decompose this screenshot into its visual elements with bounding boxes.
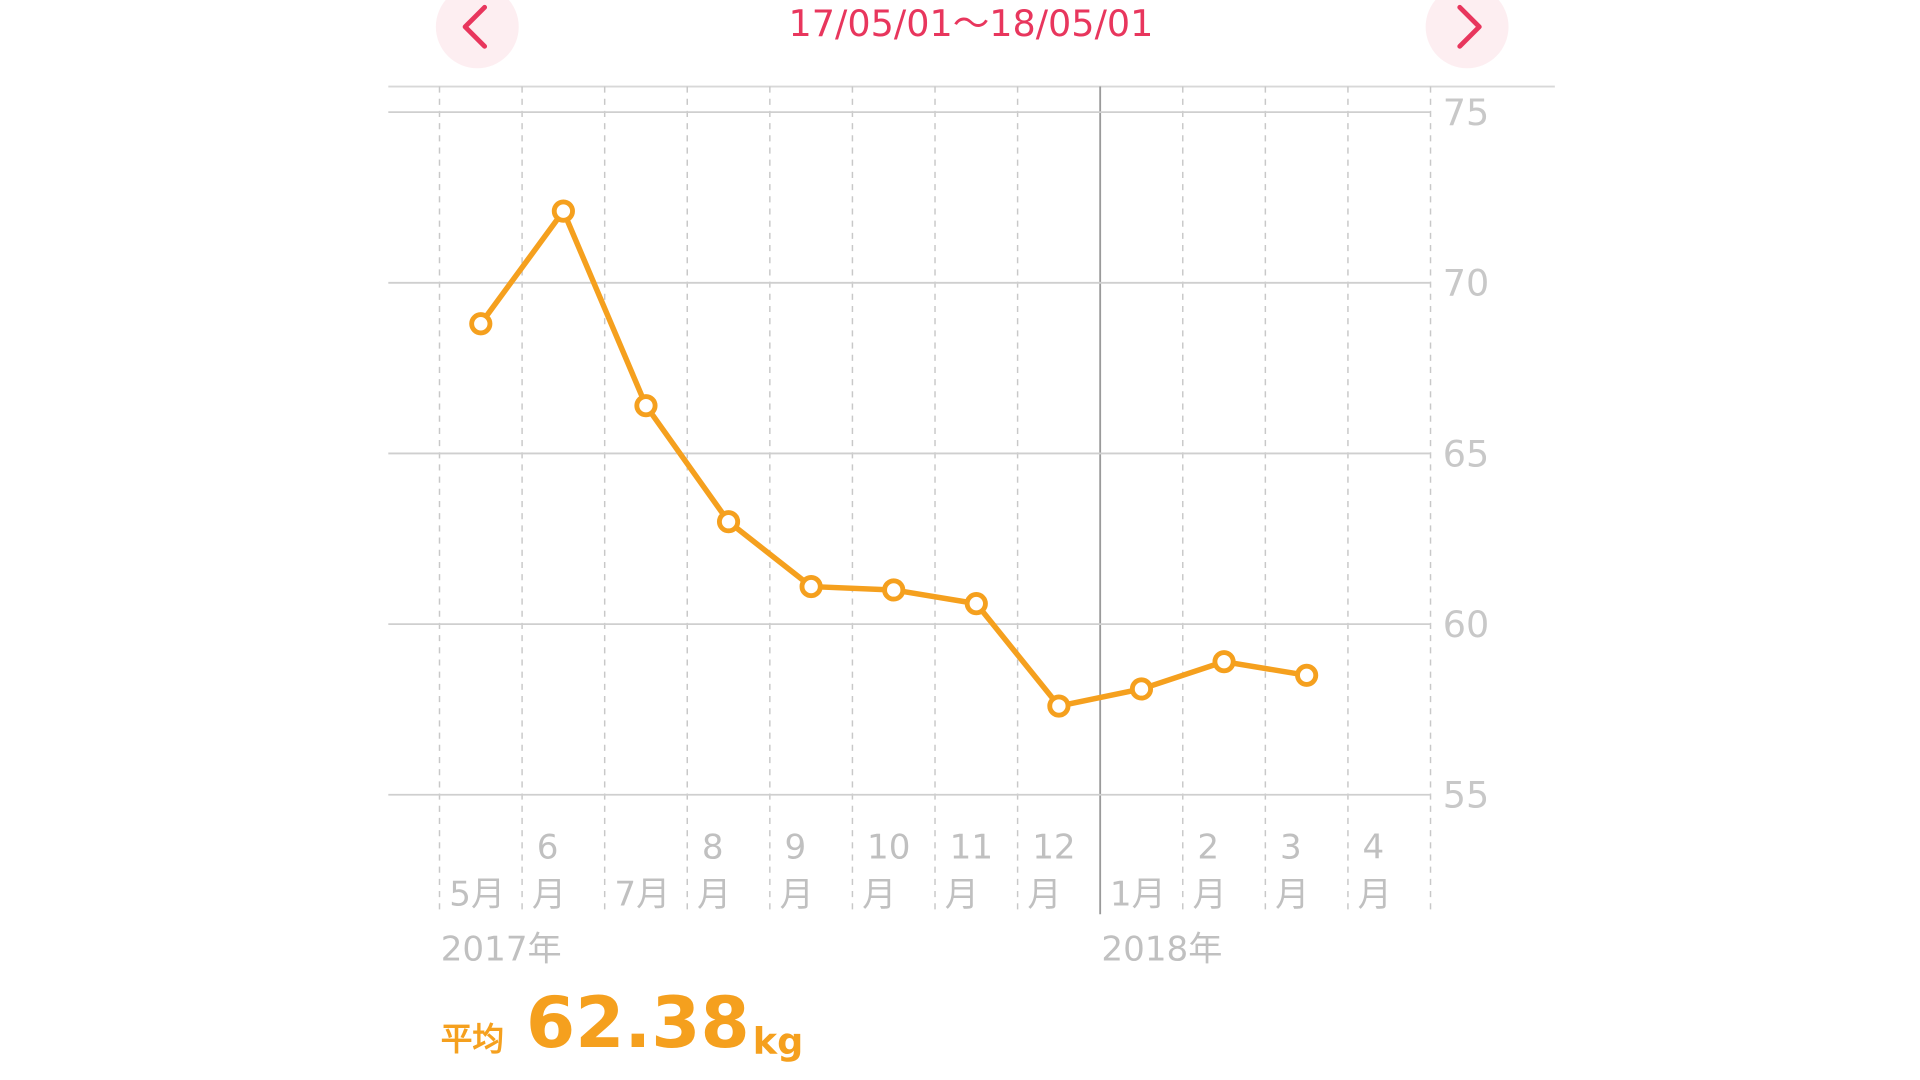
data-point <box>716 510 741 534</box>
average-unit: kg <box>753 1020 803 1063</box>
y-tick-label: 75 <box>1443 91 1490 134</box>
data-point <box>964 592 988 616</box>
data-point <box>1295 663 1319 687</box>
y-tick-label: 60 <box>1443 603 1490 646</box>
next-button[interactable] <box>1425 0 1509 69</box>
x-tick-label: 10 月 <box>862 827 910 915</box>
y-tick-label: 70 <box>1443 262 1490 305</box>
x-tick-label: 5月 <box>449 874 505 914</box>
y-tick-label: 65 <box>1443 432 1490 475</box>
data-point <box>551 199 575 223</box>
year-label: 2018年 <box>1101 929 1222 969</box>
average-value: 62.38 <box>526 981 750 1064</box>
date-range: 17/05/01〜18/05/01 <box>789 2 1154 45</box>
average-label: 平均 <box>441 1022 504 1058</box>
data-point <box>1129 677 1154 701</box>
x-tick-label: 7月 <box>614 874 670 914</box>
data-point <box>799 574 823 599</box>
data-point <box>469 312 493 336</box>
plot: 55 60 65 70 75 5月 6 月 7月 8 月 9 月 10 月 11 月 12 月 1月 2 月 3 月 4 月 201… <box>388 86 1490 969</box>
data-point <box>882 578 906 602</box>
data-point <box>1047 694 1071 718</box>
data-point <box>1212 650 1236 674</box>
data-point <box>634 394 658 418</box>
x-tick-label: 1月 <box>1110 874 1166 914</box>
prev-button[interactable] <box>435 0 519 69</box>
x-tick-label: 11 月 <box>945 827 993 915</box>
y-tick-label: 55 <box>1443 774 1490 817</box>
year-label: 2017年 <box>441 929 562 969</box>
x-tick-label: 12 月 <box>1027 827 1075 915</box>
